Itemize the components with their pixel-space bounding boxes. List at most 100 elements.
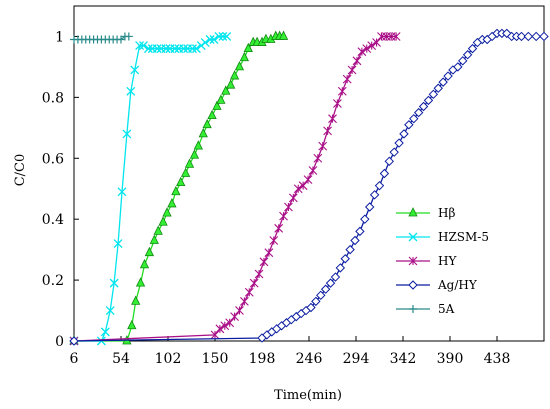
data-point xyxy=(325,278,336,288)
data-point xyxy=(345,244,355,255)
data-point xyxy=(205,35,215,44)
data-point xyxy=(135,277,146,287)
data-point xyxy=(225,318,235,328)
data-point xyxy=(357,47,367,57)
legend: Hβ HZSM-5 HY Ag/HY 5A xyxy=(396,206,489,316)
data-point xyxy=(264,248,274,258)
data-point xyxy=(352,56,362,66)
series-star xyxy=(69,32,401,346)
data-point xyxy=(167,198,177,208)
data-point xyxy=(350,235,360,246)
data-point xyxy=(284,202,293,212)
data-point xyxy=(340,254,350,264)
x-tick-label: 150 xyxy=(202,351,229,367)
data-point xyxy=(229,70,240,80)
data-point xyxy=(198,128,208,138)
series-layer xyxy=(69,28,549,346)
data-point xyxy=(226,79,236,89)
data-point xyxy=(394,138,404,148)
legend-marker xyxy=(408,207,418,217)
data-point xyxy=(269,236,279,245)
data-point xyxy=(391,32,401,41)
data-point xyxy=(180,167,191,177)
data-point xyxy=(467,43,478,54)
data-point xyxy=(139,258,150,269)
data-point xyxy=(320,284,331,294)
data-point xyxy=(278,30,289,40)
y-tick-label: 0 xyxy=(55,334,64,350)
y-tick-label: 1 xyxy=(55,29,64,45)
legend-marker xyxy=(408,280,418,290)
data-point xyxy=(127,319,137,330)
data-point xyxy=(210,330,220,340)
y-tick-label: 0.8 xyxy=(42,90,64,106)
data-point xyxy=(523,31,534,42)
data-point xyxy=(161,44,171,54)
data-point xyxy=(212,100,222,110)
legend-item: Hβ xyxy=(396,206,455,220)
series-triangle xyxy=(69,30,289,345)
data-point xyxy=(126,86,136,96)
data-point xyxy=(539,31,549,42)
data-point xyxy=(355,226,365,237)
y-tick-label: 0.4 xyxy=(42,212,64,228)
data-point xyxy=(333,99,342,108)
data-point xyxy=(443,71,453,81)
legend-label: Ag/HY xyxy=(437,278,478,292)
data-point xyxy=(222,31,232,41)
series-diamond xyxy=(69,28,549,346)
data-point xyxy=(152,44,162,54)
data-point xyxy=(153,225,163,235)
data-point xyxy=(124,32,133,41)
data-point xyxy=(438,77,448,87)
data-point xyxy=(308,166,318,175)
x-tick-label: 246 xyxy=(296,351,323,367)
data-point xyxy=(131,295,141,305)
data-point xyxy=(189,149,200,159)
y-axis: 0 0.2 0.4 0.6 0.8 1 xyxy=(42,29,79,350)
data-point xyxy=(117,187,127,197)
data-point xyxy=(516,31,527,42)
data-point xyxy=(188,44,197,54)
y-axis-title: C/C0 xyxy=(13,154,28,187)
data-point xyxy=(234,61,245,71)
data-point xyxy=(243,42,253,53)
data-point xyxy=(207,109,217,120)
data-point xyxy=(347,65,357,75)
data-point xyxy=(369,190,380,200)
data-point xyxy=(100,327,110,337)
data-point xyxy=(191,44,201,54)
legend-label: Hβ xyxy=(438,206,455,220)
data-point xyxy=(69,336,79,346)
data-point xyxy=(418,101,429,112)
data-point xyxy=(311,296,321,307)
data-point xyxy=(171,185,181,196)
data-point xyxy=(239,51,250,62)
data-point xyxy=(306,302,316,313)
data-point xyxy=(379,168,390,179)
data-point xyxy=(179,44,189,54)
data-point xyxy=(323,126,332,136)
x-tick-label: 390 xyxy=(437,351,464,367)
legend-item: 5A xyxy=(396,302,455,316)
data-point xyxy=(335,263,346,273)
legend-marker xyxy=(408,232,418,242)
data-point xyxy=(218,31,228,41)
data-point xyxy=(216,94,226,104)
data-point xyxy=(214,31,224,41)
data-point xyxy=(215,324,225,334)
legend-label: 5A xyxy=(438,302,455,316)
data-point xyxy=(143,44,153,54)
data-point xyxy=(105,306,115,316)
data-point xyxy=(328,114,337,124)
data-point xyxy=(318,141,328,151)
data-point xyxy=(531,31,541,42)
y-tick-label: 0.2 xyxy=(42,273,64,289)
data-point xyxy=(367,41,377,50)
data-point xyxy=(433,83,443,93)
data-point xyxy=(144,246,155,257)
data-point xyxy=(170,44,180,54)
data-point xyxy=(149,234,159,244)
data-point xyxy=(135,41,145,51)
data-point xyxy=(316,290,326,301)
